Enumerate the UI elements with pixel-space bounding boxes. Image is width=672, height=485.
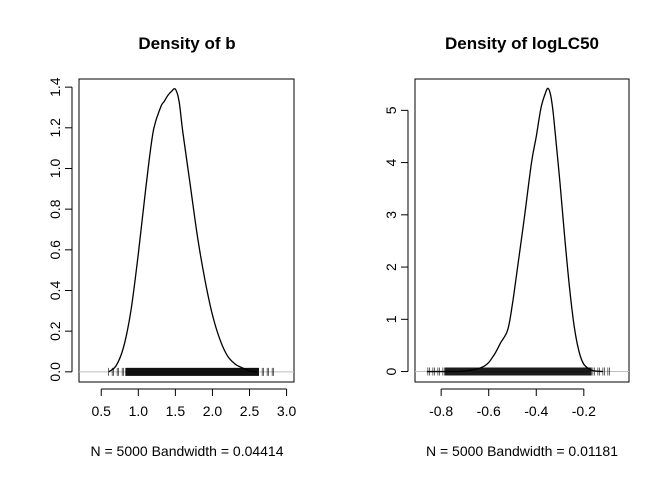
chart-title: Density of logLC50 — [445, 34, 599, 53]
chart-subtitle: N = 5000 Bandwidth = 0.04414 — [90, 443, 283, 459]
plot-frame — [414, 78, 630, 383]
x-axis: -0.8 -0.6 -0.4 -0.2 — [429, 388, 596, 419]
y-tick-label: 0.2 — [47, 321, 63, 341]
y-tick-label: 1.4 — [47, 77, 63, 97]
y-axis: 0 1 2 3 4 5 — [383, 106, 409, 375]
y-tick-label: 1.2 — [47, 118, 63, 138]
plot-frame — [78, 78, 295, 383]
density-curve — [426, 87, 603, 373]
density-curve — [108, 87, 258, 373]
y-tick-label: 0.8 — [47, 199, 63, 219]
y-axis: 0.0 0.2 0.4 0.6 0.8 1.0 1.2 1.4 — [47, 77, 73, 382]
x-tick-label: -0.8 — [429, 403, 453, 419]
x-tick-label: 0.5 — [92, 403, 112, 419]
rug-marks — [427, 367, 610, 376]
x-tick-label: 2.0 — [203, 403, 223, 419]
y-tick-label: 4 — [383, 158, 399, 166]
x-tick-label: -0.6 — [477, 403, 501, 419]
x-tick-label: 1.5 — [166, 403, 186, 419]
y-tick-label: 3 — [383, 211, 399, 219]
panel-density-b: Density of b 0.0 0.2 0.4 0.6 0.8 1.0 1.2 1.4 0.… — [47, 34, 297, 459]
y-tick-label: 0.4 — [47, 281, 63, 301]
x-axis: 0.5 1.0 1.5 2.0 2.5 3.0 — [92, 388, 297, 419]
x-tick-label: -0.2 — [572, 403, 596, 419]
x-tick-label: 2.5 — [240, 403, 260, 419]
y-tick-label: 2 — [383, 263, 399, 271]
rug-marks — [108, 367, 274, 376]
y-tick-label: 5 — [383, 106, 399, 114]
x-tick-label: 1.0 — [129, 403, 149, 419]
x-tick-label: -0.4 — [524, 403, 548, 419]
y-tick-label: 1 — [383, 315, 399, 323]
y-tick-label: 1.0 — [47, 159, 63, 179]
y-tick-label: 0.6 — [47, 240, 63, 260]
chart-title: Density of b — [138, 34, 235, 53]
y-tick-label: 0.0 — [47, 362, 63, 382]
x-tick-label: 3.0 — [277, 403, 297, 419]
y-tick-label: 0 — [383, 367, 399, 375]
chart-subtitle: N = 5000 Bandwidth = 0.01181 — [426, 443, 618, 459]
